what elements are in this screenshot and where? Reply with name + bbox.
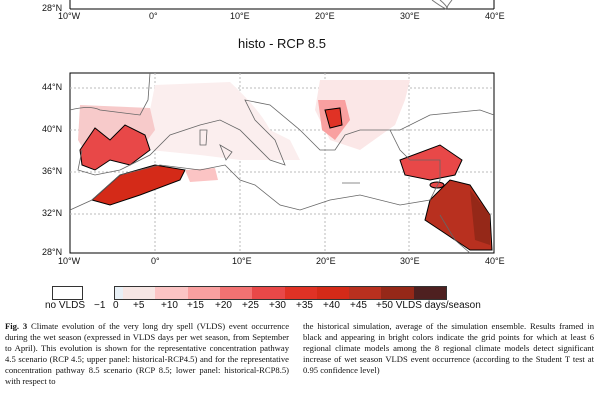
top-lon-label: 30°E — [400, 11, 420, 21]
colorbar-swatch — [349, 287, 382, 299]
map-histo-rcp85 — [69, 72, 495, 254]
colorbar-tick-label: +15 — [187, 300, 204, 311]
colorbar-swatch — [381, 287, 414, 299]
colorbar-swatch — [123, 287, 156, 299]
colorbar-swatch — [252, 287, 285, 299]
top-lon-label: 0° — [149, 11, 158, 21]
lat-label: 32°N — [42, 208, 63, 218]
lat-label: 44°N — [42, 82, 63, 92]
colorbar-swatch — [187, 287, 220, 299]
colorbar-tick-label: +45 — [350, 300, 367, 311]
lat-label: 28°N — [42, 247, 63, 257]
colorbar-tick-label: −1 — [94, 300, 106, 311]
colorbar-tick-label: +35 — [296, 300, 313, 311]
colorbar-swatch — [413, 287, 447, 299]
caption-right: the historical simulation, average of th… — [303, 321, 594, 375]
colorbar-tick-label: +10 — [161, 300, 178, 311]
caption-label: Fig. 3 — [5, 321, 28, 331]
lon-label: 40°E — [485, 256, 505, 266]
top-lon-label: 10°E — [230, 11, 250, 21]
colorbar-swatch — [155, 287, 188, 299]
lat-label: 36°N — [42, 166, 63, 176]
lon-label: 10°W — [58, 256, 81, 266]
lon-label: 0° — [151, 256, 160, 266]
lat-label: 40°N — [42, 124, 63, 134]
colorbar-tick-label: +20 — [215, 300, 232, 311]
no-vlds-label: no VLDS — [45, 300, 86, 311]
lon-label: 20°E — [316, 256, 336, 266]
top-lon-label: 40°E — [485, 11, 505, 21]
top-lon-label: 10°W — [58, 11, 81, 21]
panel-title: histo - RCP 8.5 — [238, 36, 326, 51]
top-lon-label: 20°E — [315, 11, 335, 21]
colorbar-tick-label: 0 — [113, 300, 119, 311]
colorbar-tick-label: +30 — [269, 300, 286, 311]
caption-left: Fig. 3 Climate evolution of the very lon… — [5, 321, 289, 387]
lon-label: 10°E — [232, 256, 252, 266]
colorbar-tick-label: +40 — [323, 300, 340, 311]
lon-label: 30°E — [400, 256, 420, 266]
colorbar-swatch — [284, 287, 317, 299]
colorbar-tick-label: +50 VLDS days/season — [376, 300, 481, 311]
caption-left-text: Climate evolution of the very long dry s… — [5, 321, 290, 386]
colorbar-swatch — [115, 287, 124, 299]
colorbar-swatch — [316, 287, 350, 299]
top-panel-map-fragment — [69, 0, 495, 10]
colorbar-swatch — [219, 287, 253, 299]
top-lat-label: 28°N — [42, 3, 63, 13]
colorbar — [114, 286, 447, 300]
no-vlds-swatch — [52, 286, 83, 300]
colorbar-tick-label: +5 — [133, 300, 145, 311]
colorbar-tick-label: +25 — [242, 300, 259, 311]
